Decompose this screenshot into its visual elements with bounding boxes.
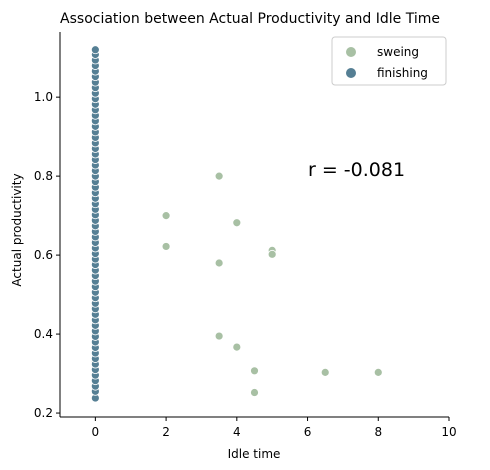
point-sweing xyxy=(161,242,171,251)
x-tick-label: 0 xyxy=(92,425,100,439)
y-tick-label: 0.8 xyxy=(34,169,53,183)
point-sweing xyxy=(320,367,330,377)
correlation-annotation: r = -0.081 xyxy=(308,159,405,181)
legend-label-sweing: sweing xyxy=(377,45,419,59)
axes xyxy=(59,32,449,418)
y-ticks: 0.2 0.4 0.6 0.8 1.0 xyxy=(34,90,60,420)
point-sweing xyxy=(214,258,224,268)
y-axis-label: Actual productivity xyxy=(10,173,24,286)
legend-marker-sweing xyxy=(346,47,356,57)
legend-frame xyxy=(331,36,447,86)
legend: sweing finishing xyxy=(331,36,447,86)
point-sweing xyxy=(161,211,171,221)
x-tick-label: 6 xyxy=(304,425,312,439)
x-tick-label: 4 xyxy=(233,425,241,439)
data-points xyxy=(90,45,383,403)
legend-label-finishing: finishing xyxy=(377,66,428,80)
point-finishing xyxy=(90,45,100,55)
point-sweing xyxy=(232,218,242,228)
point-sweing xyxy=(232,342,242,352)
y-tick-label: 0.6 xyxy=(34,248,53,262)
point-sweing xyxy=(250,388,259,397)
point-sweing xyxy=(373,367,383,377)
y-tick-label: 1.0 xyxy=(34,90,53,104)
point-sweing xyxy=(250,366,259,376)
x-tick-label: 10 xyxy=(441,425,456,439)
x-ticks: 0 2 4 6 8 10 xyxy=(92,417,457,439)
point-sweing xyxy=(214,331,224,341)
y-tick-label: 0.2 xyxy=(34,406,53,420)
legend-marker-finishing xyxy=(346,68,356,78)
chart-title: Association between Actual Productivity … xyxy=(60,11,440,27)
x-axis-label: Idle time xyxy=(228,447,281,461)
point-sweing xyxy=(267,249,277,259)
y-tick-label: 0.4 xyxy=(34,327,53,341)
x-tick-label: 8 xyxy=(374,425,382,439)
x-tick-label: 2 xyxy=(162,425,170,439)
point-sweing xyxy=(214,171,224,181)
